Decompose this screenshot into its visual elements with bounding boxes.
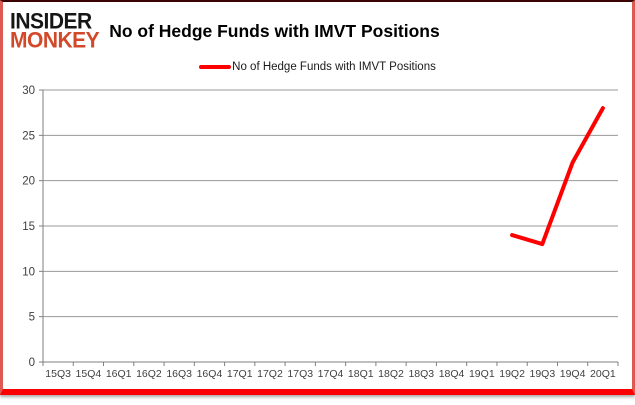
chart-legend: No of Hedge Funds with IMVT Positions <box>3 59 632 75</box>
x-axis-label: 15Q3 <box>45 368 71 380</box>
y-axis-label: 5 <box>29 312 35 324</box>
x-axis-label: 17Q4 <box>318 368 344 380</box>
x-axis-label: 17Q1 <box>227 368 253 380</box>
x-axis-label: 15Q4 <box>76 368 102 380</box>
y-axis-label: 15 <box>22 221 35 233</box>
y-axis-label: 30 <box>22 85 35 97</box>
legend-label: No of Hedge Funds with IMVT Positions <box>232 61 436 73</box>
chart-header: INSIDER MONKEY No of Hedge Funds with IM… <box>10 7 440 55</box>
x-axis-label: 18Q2 <box>378 368 404 380</box>
x-axis-label: 18Q3 <box>408 368 434 380</box>
line-chart-plot: 0 5 10 15 20 25 30 15Q3 15Q4 16Q1 16Q2 16Q3 16Q4 17Q1… <box>22 85 619 380</box>
series-line <box>510 106 605 247</box>
x-axis-label: 18Q1 <box>348 368 374 380</box>
x-axis-label: 16Q1 <box>106 368 132 380</box>
logo-insider-text: INSIDER <box>10 9 92 34</box>
x-axis-label: 19Q4 <box>560 368 586 380</box>
x-axis-label: 19Q1 <box>469 368 495 380</box>
y-axis-label: 10 <box>22 266 35 278</box>
y-axis-label: 20 <box>22 176 35 188</box>
legend-line-marker <box>199 65 232 69</box>
x-axis-label: 17Q3 <box>287 368 313 380</box>
x-axis-label: 19Q3 <box>529 368 555 380</box>
x-axis-label: 19Q2 <box>499 368 525 380</box>
x-axis-label: 20Q1 <box>590 368 616 380</box>
y-axis-label: 25 <box>22 130 35 142</box>
chart-title: No of Hedge Funds with IMVT Positions <box>109 20 440 41</box>
y-axis-label: 0 <box>29 357 35 369</box>
x-axis-label: 16Q2 <box>136 368 162 380</box>
logo-monkey-text: MONKEY <box>10 28 100 53</box>
x-axis-label: 16Q3 <box>166 368 192 380</box>
x-axis-label: 16Q4 <box>197 368 223 380</box>
chart-card: INSIDER MONKEY No of Hedge Funds with IM… <box>0 0 635 395</box>
x-axis-label: 18Q4 <box>439 368 465 380</box>
insider-monkey-logo: INSIDER MONKEY <box>10 9 100 53</box>
x-axis-label: 17Q2 <box>257 368 283 380</box>
